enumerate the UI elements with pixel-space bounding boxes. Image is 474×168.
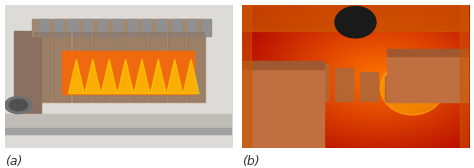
Circle shape bbox=[9, 99, 27, 111]
Bar bbox=[98, 19, 107, 36]
Polygon shape bbox=[118, 59, 134, 94]
Ellipse shape bbox=[381, 61, 444, 115]
Bar bbox=[68, 19, 78, 36]
Polygon shape bbox=[101, 59, 117, 94]
Bar bbox=[5, 128, 232, 134]
Bar bbox=[360, 72, 378, 101]
Bar bbox=[335, 68, 353, 101]
Bar bbox=[149, 32, 166, 101]
Bar bbox=[111, 32, 128, 101]
Bar bbox=[83, 19, 92, 36]
Bar bbox=[201, 19, 210, 36]
Bar bbox=[168, 32, 185, 101]
Polygon shape bbox=[167, 59, 182, 94]
Polygon shape bbox=[85, 59, 101, 94]
Bar bbox=[142, 19, 152, 36]
Ellipse shape bbox=[335, 6, 376, 38]
Bar bbox=[187, 19, 196, 36]
Bar bbox=[39, 19, 48, 36]
Polygon shape bbox=[68, 59, 84, 94]
Bar bbox=[242, 5, 469, 31]
Bar bbox=[172, 19, 181, 36]
Bar bbox=[54, 32, 71, 101]
Bar bbox=[460, 5, 469, 148]
Circle shape bbox=[5, 96, 32, 114]
Bar bbox=[387, 49, 469, 56]
Polygon shape bbox=[150, 59, 166, 94]
Bar bbox=[113, 19, 122, 36]
Bar bbox=[62, 51, 193, 94]
Bar bbox=[32, 31, 205, 102]
Bar bbox=[14, 31, 41, 119]
Text: (b): (b) bbox=[242, 155, 259, 168]
Polygon shape bbox=[134, 59, 150, 94]
Polygon shape bbox=[183, 59, 199, 94]
Bar bbox=[128, 19, 137, 36]
Bar bbox=[385, 76, 403, 101]
Text: (a): (a) bbox=[5, 155, 22, 168]
Bar bbox=[387, 56, 469, 102]
Bar bbox=[130, 32, 147, 101]
Bar bbox=[310, 64, 328, 101]
Bar bbox=[32, 19, 205, 36]
Bar bbox=[157, 19, 166, 36]
Bar bbox=[242, 61, 324, 69]
Bar bbox=[34, 32, 51, 101]
Bar bbox=[187, 32, 204, 101]
Bar bbox=[242, 69, 324, 148]
Bar bbox=[5, 114, 232, 134]
Bar bbox=[91, 32, 109, 101]
Bar bbox=[73, 32, 90, 101]
Bar bbox=[242, 5, 251, 148]
Bar bbox=[54, 19, 63, 36]
Ellipse shape bbox=[396, 74, 428, 102]
